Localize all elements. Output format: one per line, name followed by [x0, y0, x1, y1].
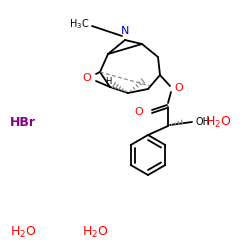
Text: O: O	[174, 83, 183, 93]
Text: H$_2$O: H$_2$O	[10, 224, 36, 240]
Text: H: H	[105, 78, 111, 86]
Text: N: N	[121, 26, 129, 36]
Text: HBr: HBr	[10, 116, 36, 128]
Text: H$_3$C: H$_3$C	[69, 17, 89, 31]
Text: H$_2$O: H$_2$O	[82, 224, 108, 240]
Text: O: O	[134, 107, 143, 117]
Text: O: O	[82, 73, 92, 83]
Text: OH: OH	[195, 117, 210, 127]
Text: H$_2$O: H$_2$O	[205, 114, 232, 130]
